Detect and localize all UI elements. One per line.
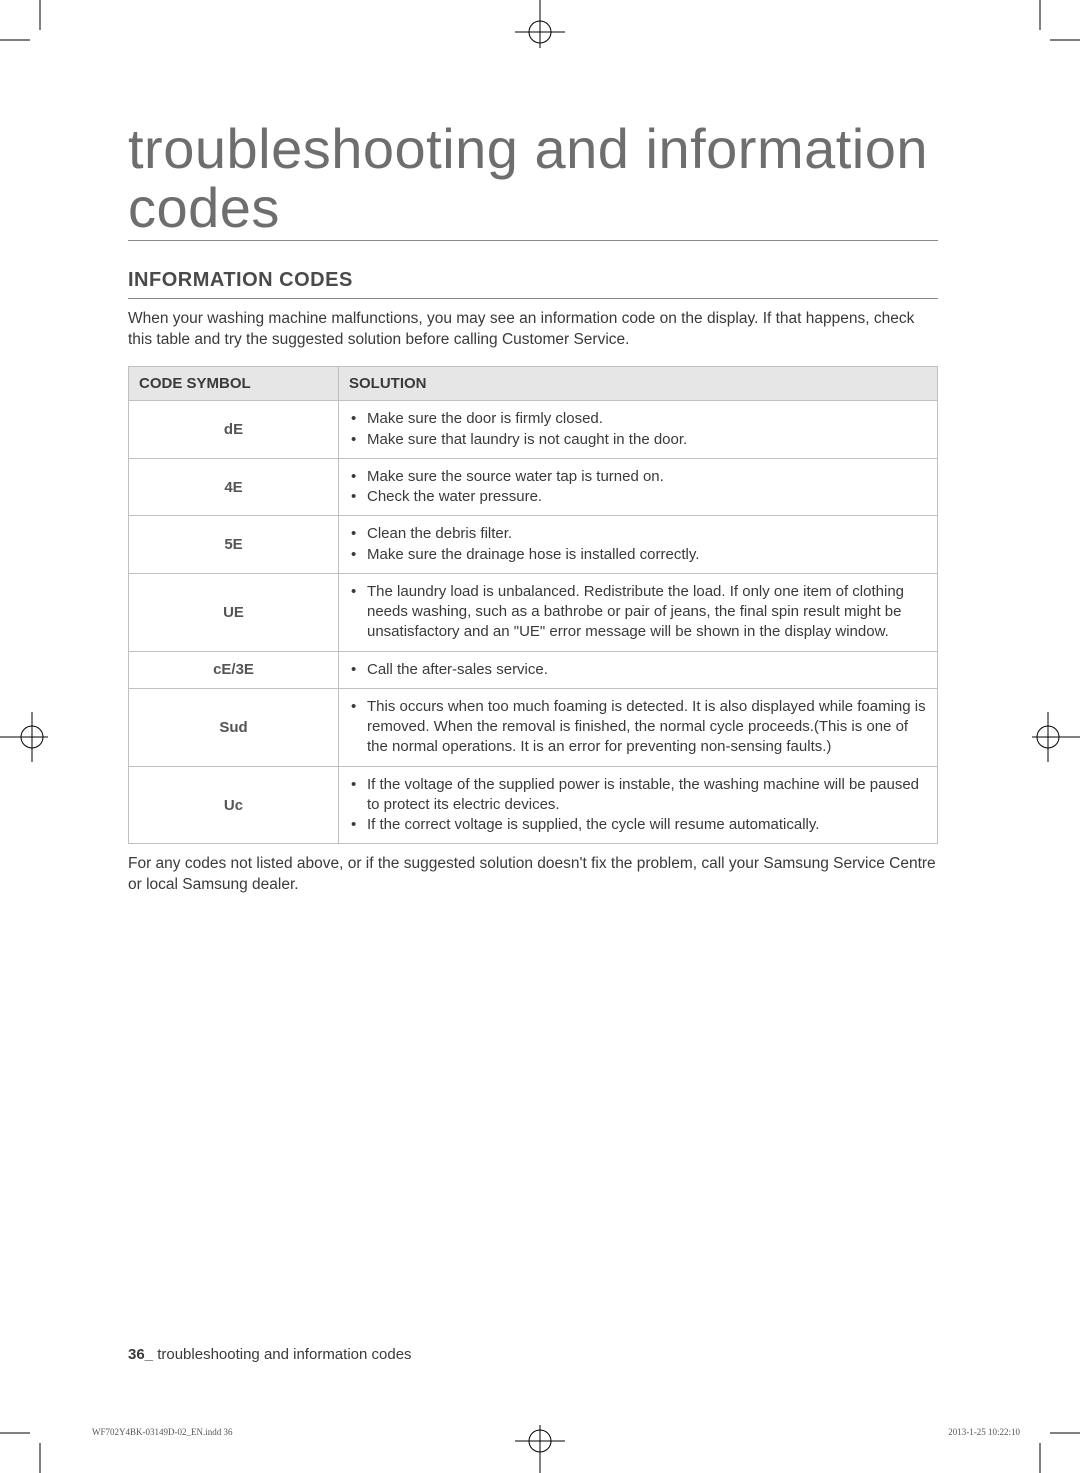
print-meta-right: 2013-1-25 10:22:10 bbox=[948, 1427, 1020, 1437]
table-row: dEMake sure the door is firmly closed.Ma… bbox=[129, 401, 938, 459]
footer-text: troubleshooting and information codes bbox=[153, 1346, 412, 1363]
after-table-note: For any codes not listed above, or if th… bbox=[128, 854, 938, 896]
solution-cell: The laundry load is unbalanced. Redistri… bbox=[339, 573, 938, 651]
solution-item: Make sure that laundry is not caught in … bbox=[349, 430, 927, 450]
solution-cell: Make sure the door is firmly closed.Make… bbox=[339, 401, 938, 459]
table-row: UcIf the voltage of the supplied power i… bbox=[129, 766, 938, 844]
solution-cell: Clean the debris filter.Make sure the dr… bbox=[339, 516, 938, 574]
codes-table: CODE SYMBOL SOLUTION dEMake sure the doo… bbox=[128, 366, 938, 844]
solution-item: Clean the debris filter. bbox=[349, 524, 927, 544]
solution-cell: Call the after-sales service. bbox=[339, 651, 938, 688]
code-symbol-cell: Sud bbox=[129, 688, 339, 766]
table-header-code: CODE SYMBOL bbox=[129, 367, 339, 401]
code-symbol-cell: 5E bbox=[129, 516, 339, 574]
code-symbol-cell: 4E bbox=[129, 458, 339, 516]
solution-cell: This occurs when too much foaming is det… bbox=[339, 688, 938, 766]
table-header-solution: SOLUTION bbox=[339, 367, 938, 401]
code-symbol-cell: dE bbox=[129, 401, 339, 459]
solution-item: Check the water pressure. bbox=[349, 487, 927, 507]
code-symbol-cell: cE/3E bbox=[129, 651, 339, 688]
table-row: SudThis occurs when too much foaming is … bbox=[129, 688, 938, 766]
section-heading: INFORMATION CODES bbox=[128, 269, 938, 299]
solution-item: The laundry load is unbalanced. Redistri… bbox=[349, 582, 927, 643]
table-row: UEThe laundry load is unbalanced. Redist… bbox=[129, 573, 938, 651]
print-meta-left: WF702Y4BK-03149D-02_EN.indd 36 bbox=[92, 1427, 233, 1437]
solution-item: Make sure the door is firmly closed. bbox=[349, 409, 927, 429]
table-row: 4E Make sure the source water tap is turn… bbox=[129, 458, 938, 516]
solution-cell: Make sure the source water tap is turned… bbox=[339, 458, 938, 516]
page-footer: 36_ troubleshooting and information code… bbox=[128, 1346, 412, 1363]
solution-cell: If the voltage of the supplied power is … bbox=[339, 766, 938, 844]
page-number: 36_ bbox=[128, 1346, 153, 1363]
solution-item: If the voltage of the supplied power is … bbox=[349, 775, 927, 816]
code-symbol-cell: UE bbox=[129, 573, 339, 651]
solution-item: Make sure the drainage hose is installed… bbox=[349, 545, 927, 565]
solution-item: Call the after-sales service. bbox=[349, 660, 927, 680]
code-symbol-cell: Uc bbox=[129, 766, 339, 844]
intro-paragraph: When your washing machine malfunctions, … bbox=[128, 309, 938, 351]
solution-item: This occurs when too much foaming is det… bbox=[349, 697, 927, 758]
solution-item: If the correct voltage is supplied, the … bbox=[349, 815, 927, 835]
page-title: troubleshooting and information codes bbox=[128, 120, 938, 241]
table-row: 5EClean the debris filter.Make sure the … bbox=[129, 516, 938, 574]
table-row: cE/3E Call the after-sales service. bbox=[129, 651, 938, 688]
solution-item: Make sure the source water tap is turned… bbox=[349, 467, 927, 487]
page-content: troubleshooting and information codes IN… bbox=[128, 120, 938, 896]
